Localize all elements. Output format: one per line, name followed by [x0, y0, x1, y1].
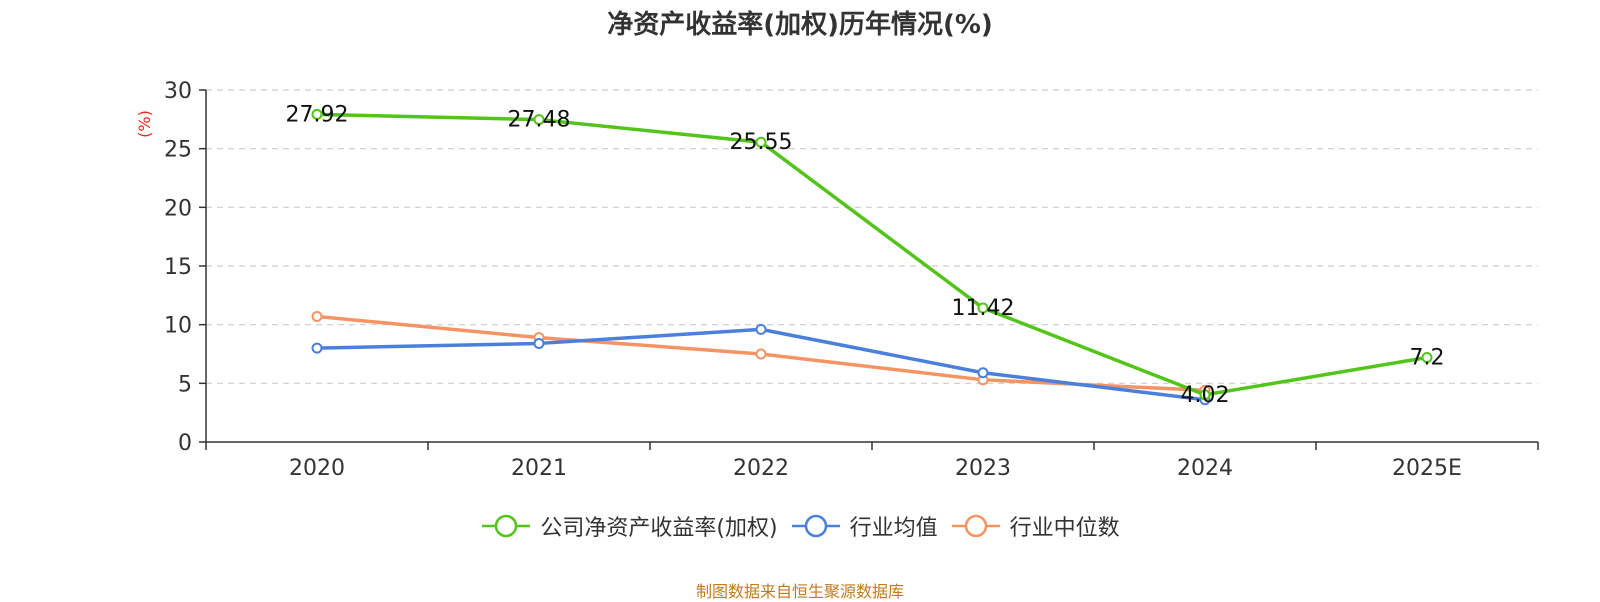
series-line: [316, 112, 1428, 397]
x-tick-label: 2021: [511, 456, 567, 481]
y-tick-label: 5: [178, 372, 192, 397]
y-tick-label: 10: [164, 314, 192, 339]
legend-line-icon: [482, 514, 531, 538]
y-tick-label: 25: [164, 138, 192, 163]
legend-label: 行业均值: [849, 516, 938, 541]
y-tick-label: 0: [178, 431, 192, 456]
data-point: [533, 337, 545, 349]
legend-item[interactable]: 公司净资产收益率(加权): [480, 510, 778, 542]
data-point: [533, 114, 545, 126]
data-point: [755, 323, 767, 335]
data-label: 27.92: [286, 102, 349, 127]
data-label: 7.2: [1410, 346, 1445, 371]
y-axis-label: (%): [135, 110, 154, 138]
data-point: [311, 342, 323, 354]
legend-item[interactable]: 行业均值: [790, 510, 938, 542]
x-tick-label: 2025E: [1392, 456, 1462, 481]
data-label: 11.42: [952, 296, 1015, 321]
data-point: [755, 136, 767, 148]
data-point: [1421, 352, 1433, 364]
y-tick-label: 20: [164, 196, 192, 221]
data-point: [977, 302, 989, 314]
y-tick-label: 15: [164, 255, 192, 280]
data-point: [1199, 389, 1211, 401]
data-point: [977, 367, 989, 379]
y-tick-label: 30: [164, 79, 192, 104]
source-note: 制图数据来自恒生聚源数据库: [695, 582, 904, 601]
legend-label: 公司净资产收益率(加权): [540, 516, 778, 541]
data-label: 25.55: [730, 130, 793, 155]
x-tick-label: 2020: [289, 456, 345, 481]
data-label: 27.48: [508, 108, 571, 133]
x-tick-label: 2023: [955, 456, 1011, 481]
data-point: [311, 310, 323, 322]
chart-title: 净资产收益率(加权)历年情况(%): [607, 10, 993, 40]
x-tick-label: 2022: [733, 456, 789, 481]
data-label: 4.02: [1181, 383, 1230, 408]
series-line: [316, 327, 1206, 402]
legend-item[interactable]: 行业中位数: [950, 510, 1120, 542]
legend-line-icon: [951, 514, 1000, 538]
legend: 公司净资产收益率(加权) 行业均值 行业中位数: [0, 510, 1600, 545]
legend-label: 行业中位数: [1009, 516, 1120, 541]
data-point: [755, 348, 767, 360]
x-tick-label: 2024: [1177, 456, 1233, 481]
data-point: [311, 108, 323, 120]
legend-line-icon: [791, 514, 840, 538]
